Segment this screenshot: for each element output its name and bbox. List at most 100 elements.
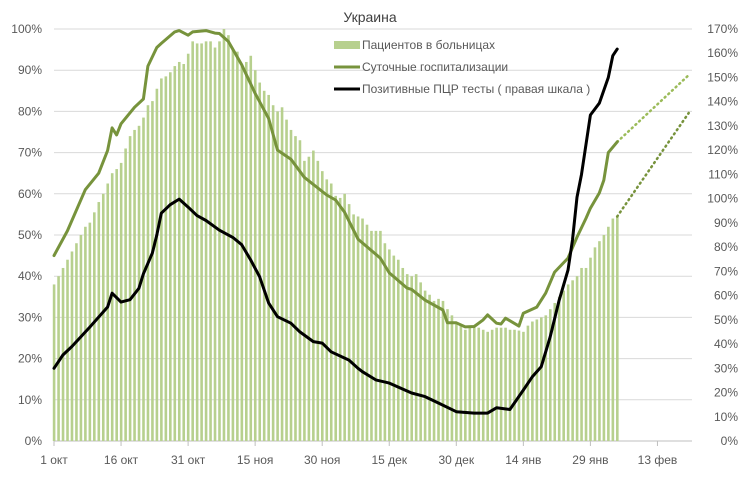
right-tick-label: 0% bbox=[721, 434, 739, 448]
bar bbox=[508, 329, 512, 441]
right-tick-label: 50% bbox=[714, 313, 738, 327]
bar bbox=[253, 70, 257, 441]
bar bbox=[513, 329, 516, 441]
bar bbox=[106, 183, 110, 441]
right-axis: 0% 10% 20% 30% 40% 50% 60% 70% 80% 90% 100% 110% 120… bbox=[707, 22, 738, 448]
bar bbox=[607, 226, 610, 441]
right-tick-label: 120% bbox=[707, 143, 738, 157]
right-tick-label: 150% bbox=[707, 70, 738, 84]
bar bbox=[312, 150, 315, 442]
right-tick-label: 80% bbox=[714, 240, 738, 254]
left-tick-label: 90% bbox=[18, 63, 42, 77]
bar bbox=[267, 94, 270, 442]
bar bbox=[464, 329, 467, 441]
bar bbox=[388, 249, 391, 441]
bar bbox=[231, 49, 235, 441]
bar bbox=[343, 193, 346, 441]
x-tick-label: 30 ноя bbox=[304, 453, 340, 467]
bar bbox=[128, 136, 132, 441]
bar bbox=[347, 204, 351, 441]
bar bbox=[535, 319, 539, 441]
left-tick-label: 80% bbox=[18, 104, 42, 118]
bar bbox=[316, 160, 320, 441]
bar bbox=[584, 267, 588, 441]
bar bbox=[236, 51, 239, 441]
bar bbox=[472, 327, 476, 441]
bar bbox=[289, 129, 293, 441]
bar bbox=[88, 222, 92, 441]
bar bbox=[307, 156, 311, 441]
right-tick-label: 160% bbox=[707, 46, 738, 60]
right-tick-label: 70% bbox=[714, 264, 738, 278]
bar bbox=[321, 171, 324, 441]
right-tick-label: 20% bbox=[714, 386, 738, 400]
legend-label-daily: Суточные госпитализации bbox=[362, 60, 508, 74]
bar bbox=[495, 327, 498, 441]
x-tick-label: 15 дек bbox=[371, 453, 407, 467]
bar bbox=[611, 218, 615, 441]
left-axis: 0% 10% 20% 30% 40% 50% 60% 70% 80% 90% 100% bbox=[11, 22, 42, 448]
bar bbox=[370, 230, 373, 441]
bar bbox=[441, 300, 445, 441]
bar bbox=[101, 193, 105, 441]
bar bbox=[177, 61, 181, 442]
bar bbox=[432, 300, 436, 441]
bar bbox=[52, 284, 56, 441]
legend: Пациентов в больницах Суточные госпитали… bbox=[334, 38, 590, 96]
right-tick-label: 90% bbox=[714, 216, 738, 230]
bar bbox=[575, 276, 579, 441]
bar bbox=[280, 107, 284, 441]
x-tick-label: 15 ноя bbox=[237, 453, 273, 467]
bar bbox=[598, 241, 601, 441]
bar bbox=[401, 267, 405, 441]
bar bbox=[504, 327, 507, 441]
bar bbox=[294, 136, 297, 441]
bar bbox=[93, 212, 96, 441]
bar bbox=[195, 43, 199, 442]
bar bbox=[423, 290, 427, 441]
bar bbox=[124, 148, 127, 442]
bar bbox=[271, 105, 275, 441]
bar bbox=[553, 302, 557, 441]
bar bbox=[191, 41, 194, 442]
legend-label-bars: Пациентов в больницах bbox=[362, 38, 495, 52]
left-tick-label: 50% bbox=[18, 228, 42, 242]
legend-swatch-bars bbox=[334, 41, 360, 49]
bar bbox=[303, 160, 306, 441]
bar bbox=[593, 247, 597, 441]
bar bbox=[557, 296, 561, 441]
bar bbox=[160, 78, 163, 441]
bar bbox=[544, 315, 548, 441]
bar bbox=[133, 129, 136, 441]
right-tick-label: 10% bbox=[714, 410, 738, 424]
left-tick-label: 100% bbox=[11, 22, 42, 36]
bar bbox=[405, 274, 409, 441]
bar bbox=[142, 117, 145, 441]
bar bbox=[146, 105, 150, 441]
bar bbox=[548, 309, 552, 441]
bar bbox=[57, 276, 60, 441]
bar bbox=[490, 329, 494, 441]
bar bbox=[97, 202, 101, 441]
bar bbox=[115, 169, 118, 441]
x-tick-label: 29 янв bbox=[572, 453, 608, 467]
bar bbox=[110, 173, 114, 441]
bar bbox=[450, 315, 454, 441]
right-tick-label: 100% bbox=[707, 192, 738, 206]
bar bbox=[379, 230, 382, 441]
bar bbox=[392, 255, 396, 441]
bar bbox=[262, 90, 266, 442]
bar bbox=[164, 76, 168, 441]
bar bbox=[151, 101, 154, 441]
x-axis: 1 окт 16 окт 31 окт 15 ноя 30 ноя 15 дек 30 де… bbox=[40, 441, 677, 467]
right-tick-label: 140% bbox=[707, 95, 738, 109]
bar bbox=[329, 183, 333, 441]
bar bbox=[173, 66, 177, 441]
bar bbox=[428, 294, 431, 441]
daily-trend-line bbox=[615, 73, 690, 144]
bar bbox=[298, 140, 302, 442]
bar bbox=[356, 216, 360, 441]
left-tick-label: 70% bbox=[18, 146, 42, 160]
bar bbox=[571, 280, 574, 441]
right-tick-label: 130% bbox=[707, 119, 738, 133]
